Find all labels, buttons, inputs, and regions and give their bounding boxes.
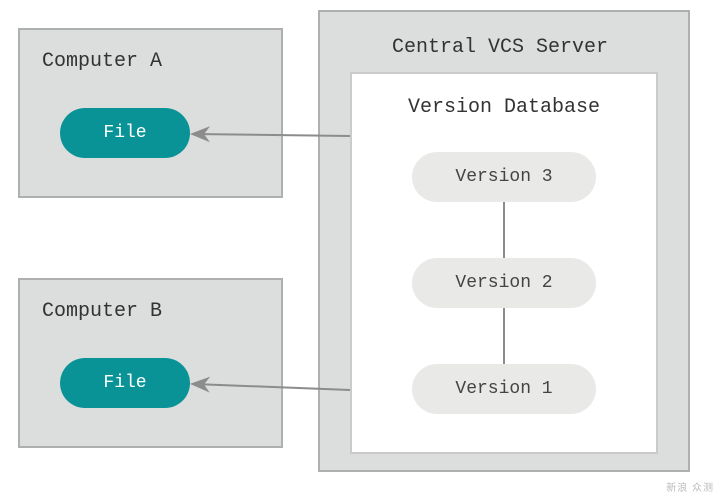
version-3-label: Version 3: [455, 167, 552, 187]
version-2-label: Version 2: [455, 273, 552, 293]
version-3-pill: Version 3: [412, 152, 596, 202]
server-title: Central VCS Server: [392, 36, 608, 59]
version-2-pill: Version 2: [412, 258, 596, 308]
file-b-label: File: [103, 373, 146, 393]
watermark-text: 新浪 众测: [666, 479, 714, 494]
file-a-pill: File: [60, 108, 190, 158]
file-a-label: File: [103, 123, 146, 143]
version-database-title: Version Database: [408, 96, 600, 119]
file-b-pill: File: [60, 358, 190, 408]
computer-b-title: Computer B: [42, 300, 162, 323]
version-1-label: Version 1: [455, 379, 552, 399]
computer-a-title: Computer A: [42, 50, 162, 73]
version-1-pill: Version 1: [412, 364, 596, 414]
